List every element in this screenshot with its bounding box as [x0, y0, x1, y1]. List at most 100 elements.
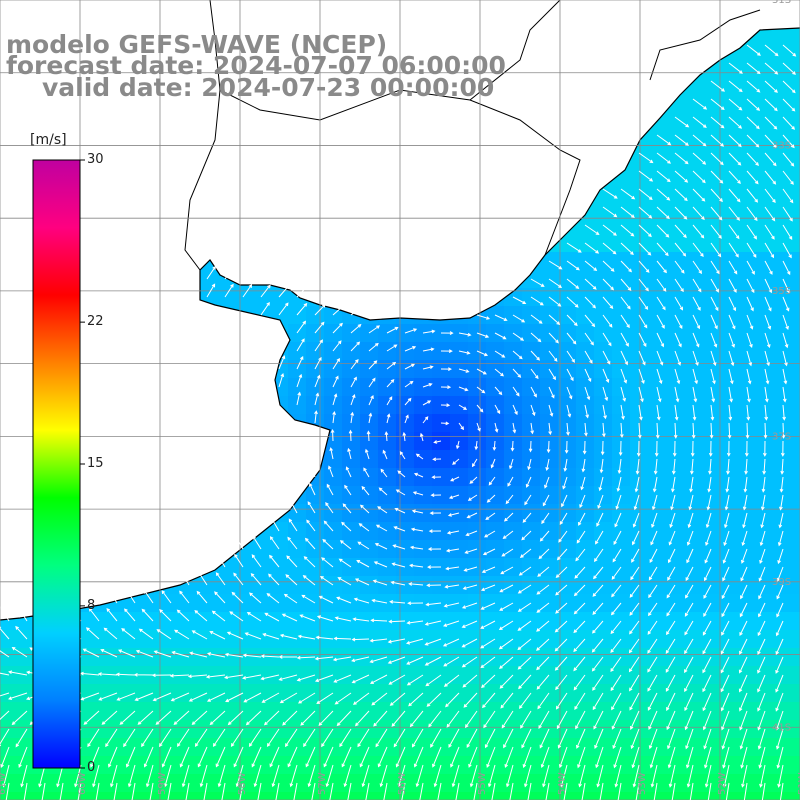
wind-arrow — [494, 332, 507, 340]
wind-arrow — [135, 649, 154, 658]
wind-arrow — [650, 764, 658, 788]
wind-arrow — [674, 242, 687, 257]
wind-arrow — [573, 674, 586, 691]
lon-label: 55W — [477, 772, 488, 795]
wind-arrow — [491, 782, 496, 800]
wind-arrow — [599, 782, 604, 800]
wind-arrow — [782, 404, 786, 421]
wind-arrow — [227, 710, 244, 726]
wind-arrow — [404, 414, 409, 424]
wind-arrow — [648, 710, 658, 731]
wind-arrow — [314, 356, 322, 370]
colorbar-tick-label: 15 — [87, 456, 104, 471]
wind-arrow — [244, 632, 262, 640]
wind-arrow — [413, 746, 424, 768]
wind-arrow — [673, 422, 678, 439]
wind-arrow — [217, 764, 226, 788]
wind-arrow — [760, 494, 766, 511]
wind-arrow — [692, 152, 707, 165]
wind-arrow — [141, 608, 154, 622]
wind-arrow — [301, 594, 316, 604]
wind-arrow — [666, 584, 676, 599]
wind-arrow — [321, 728, 334, 748]
wind-arrow — [656, 170, 671, 183]
wind-arrow — [536, 620, 550, 632]
wind-arrow — [691, 422, 696, 439]
wind-arrow — [728, 134, 742, 148]
wind-arrow — [329, 782, 334, 800]
wind-arrow — [638, 350, 646, 366]
wind-arrow — [740, 566, 748, 582]
wind-arrow — [278, 284, 290, 298]
wind-arrow — [527, 782, 532, 800]
wind-arrow — [746, 98, 761, 111]
wind-arrow — [692, 98, 708, 110]
wind-arrow — [134, 692, 154, 701]
wind-arrow — [656, 296, 666, 311]
wind-arrow — [405, 638, 424, 645]
wind-arrow — [723, 764, 730, 788]
wind-arrow — [638, 296, 649, 310]
wind-arrow — [656, 332, 664, 348]
wind-arrow — [690, 458, 694, 475]
wind-arrow — [739, 692, 748, 712]
wind-arrow — [386, 396, 393, 406]
wind-arrow — [206, 283, 216, 298]
wind-arrow — [499, 602, 514, 611]
wind-arrow — [632, 530, 640, 546]
wind-arrow — [404, 397, 412, 406]
wind-arrow — [594, 548, 604, 563]
wind-arrow — [85, 627, 100, 640]
wind-arrow — [619, 422, 624, 439]
wind-arrow — [576, 530, 586, 544]
wind-arrow — [293, 782, 298, 800]
wind-arrow — [656, 404, 661, 421]
wind-arrow — [406, 674, 424, 686]
wind-arrow — [8, 670, 28, 676]
wind-arrow — [310, 464, 316, 478]
wind-arrow — [389, 600, 406, 604]
wind-arrow — [173, 629, 190, 640]
wind-arrow — [692, 332, 700, 348]
wind-arrow — [692, 116, 707, 128]
wind-arrow — [390, 580, 406, 586]
wind-arrow — [379, 764, 388, 788]
wind-arrow — [0, 606, 10, 622]
wind-arrow — [674, 314, 683, 329]
wind-arrow — [592, 620, 604, 634]
wind-arrow — [231, 591, 244, 604]
wind-arrow — [297, 634, 316, 640]
wind-arrow — [630, 566, 640, 581]
wind-arrow — [739, 638, 748, 655]
wind-arrow — [325, 764, 334, 788]
wind-arrow — [782, 296, 790, 312]
wind-arrow — [503, 512, 514, 522]
wind-arrow — [23, 782, 28, 800]
wind-arrow — [368, 360, 378, 370]
wind-arrow — [223, 674, 244, 680]
wind-arrow — [268, 573, 280, 586]
wind-arrow — [692, 404, 697, 421]
wind-arrow — [775, 620, 784, 637]
wind-arrow — [253, 764, 262, 788]
wind-arrow — [776, 746, 784, 769]
wind-arrow — [347, 447, 352, 460]
wind-arrow — [654, 440, 659, 457]
wind-arrow — [296, 655, 316, 660]
wind-arrow — [782, 386, 787, 403]
wind-arrow — [739, 602, 748, 618]
wind-arrow — [257, 782, 262, 800]
wind-arrow — [746, 44, 761, 56]
wind-arrow — [494, 422, 499, 433]
wind-arrow — [689, 476, 694, 493]
wind-arrow — [656, 224, 670, 238]
wind-arrow — [710, 224, 722, 239]
wind-arrow — [738, 674, 748, 693]
wind-arrow — [707, 476, 712, 493]
wind-arrow — [445, 548, 460, 553]
wind-arrow — [563, 782, 568, 800]
wind-arrow — [452, 458, 460, 465]
wind-arrow — [647, 692, 658, 711]
wind-arrow — [173, 710, 190, 726]
wind-arrow — [239, 782, 244, 800]
